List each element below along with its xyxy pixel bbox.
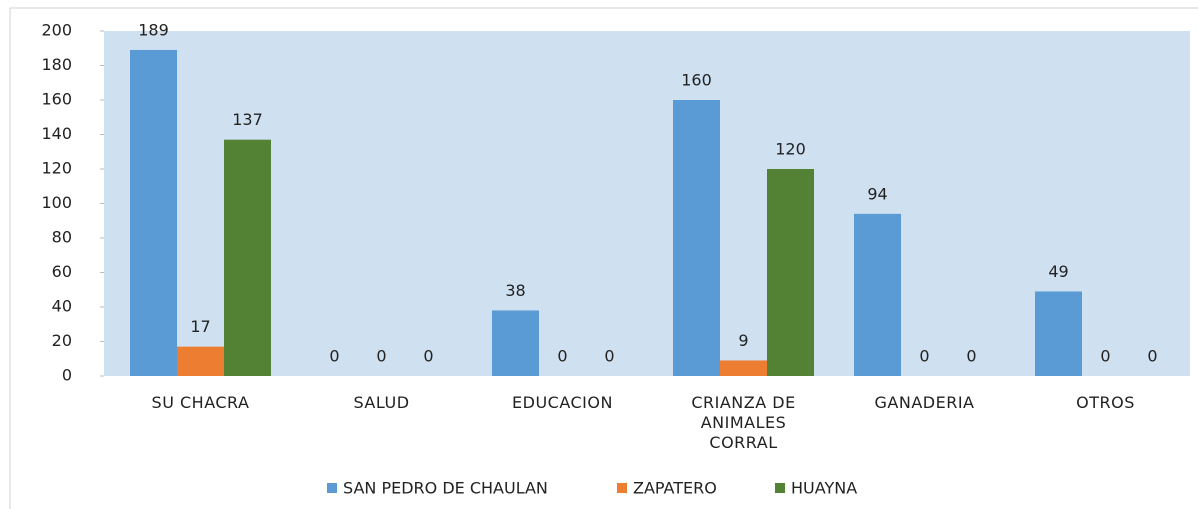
bar (1035, 291, 1082, 376)
data-label: 17 (190, 317, 210, 336)
data-label: 0 (329, 347, 339, 366)
x-tick-label: CRIANZA DE ANIMALES CORRAL (691, 393, 796, 452)
x-tick-label: GANADERIA (874, 393, 975, 412)
x-tick-label: SALUD (353, 393, 410, 412)
legend-swatch (617, 483, 627, 493)
data-label: 0 (966, 347, 976, 366)
data-label: 0 (423, 347, 433, 366)
bar (130, 49, 177, 376)
y-tick-label: 140 (41, 124, 72, 143)
bar (720, 360, 767, 376)
plot-area (104, 31, 1190, 376)
data-label: 137 (232, 110, 263, 129)
bar (224, 139, 271, 376)
data-label: 0 (1147, 347, 1157, 366)
data-label: 0 (919, 347, 929, 366)
data-label: 0 (1100, 347, 1110, 366)
y-tick-label: 60 (52, 262, 72, 281)
y-tick-label: 120 (41, 159, 72, 178)
legend-swatch (327, 483, 337, 493)
y-tick-label: 160 (41, 90, 72, 109)
data-label: 9 (738, 331, 748, 350)
legend-label: HUAYNA (791, 479, 857, 498)
legend-label: ZAPATERO (633, 479, 717, 498)
data-label: 0 (604, 347, 614, 366)
y-tick-label: 180 (41, 55, 72, 74)
x-tick-label: OTROS (1076, 393, 1135, 412)
bar (673, 100, 720, 376)
data-label: 189 (138, 20, 169, 39)
y-tick-label: 40 (52, 297, 72, 316)
bar (492, 310, 539, 376)
data-label: 49 (1048, 262, 1068, 281)
x-tick-label: SU CHACRA (151, 393, 250, 412)
y-tick-label: 20 (52, 331, 72, 350)
data-label: 94 (867, 184, 887, 203)
x-tick-label: EDUCACION (512, 393, 613, 412)
legend-swatch (775, 483, 785, 493)
data-label: 160 (681, 71, 712, 90)
chart-border (9, 7, 1198, 509)
bar (854, 213, 901, 376)
data-label: 120 (775, 140, 806, 159)
bar (767, 169, 814, 376)
legend-label: SAN PEDRO DE CHAULAN (343, 479, 548, 498)
data-label: 0 (376, 347, 386, 366)
y-tick-label: 0 (62, 366, 72, 385)
y-tick-label: 100 (41, 193, 72, 212)
data-label: 0 (557, 347, 567, 366)
y-tick-label: 200 (41, 21, 72, 40)
bar (177, 346, 224, 376)
data-label: 38 (505, 281, 525, 300)
y-tick-label: 80 (52, 228, 72, 247)
